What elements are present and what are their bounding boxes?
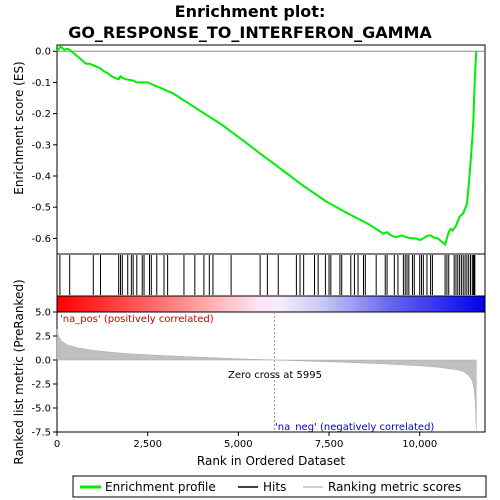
na-neg-label: 'na_neg' (negatively correlated) <box>275 422 434 433</box>
metric-y-tick-label: 2.5 <box>35 332 51 343</box>
hits-panel-frame <box>56 253 486 297</box>
metric-y-tick-label: -2.5 <box>31 380 51 391</box>
x-tick-label: 5,000 <box>224 439 253 450</box>
x-tick-label: 7,500 <box>315 439 344 450</box>
metric-y-axis-title: Ranked list metric (PreRanked) <box>12 279 26 464</box>
es-y-tick-label: -0.1 <box>31 78 51 89</box>
enrichment-profile-line <box>56 45 478 247</box>
es-y-axis-title: Enrichment score (ES) <box>12 61 26 194</box>
x-tick-label: 2,500 <box>133 439 162 450</box>
es-y-tick-label: 0.0 <box>35 47 51 58</box>
chart-title: Enrichment plot: <box>175 2 326 21</box>
metric-x-axis: 0 2,500 5,000 7,500 10,000 <box>54 432 437 450</box>
metric-y-tick-label: 0.0 <box>35 356 51 367</box>
zero-cross-label: Zero cross at 5995 <box>228 370 322 381</box>
hits-panel <box>56 253 486 297</box>
x-tick-label: 10,000 <box>402 439 437 450</box>
legend: Enrichment profile Hits Ranking metric s… <box>72 475 487 498</box>
es-y-tick-label: -0.6 <box>31 234 51 245</box>
es-panel: 0.0 -0.1 -0.2 -0.3 -0.4 -0.5 -0.6 Enrichment s… <box>12 44 486 255</box>
es-y-tick-label: -0.5 <box>31 203 51 214</box>
legend-profile-label: Enrichment profile <box>105 480 216 494</box>
es-y-tick-label: -0.3 <box>31 140 51 151</box>
es-y-tick-label: -0.2 <box>31 109 51 120</box>
x-tick-label: 0 <box>54 439 60 450</box>
hit-ticks <box>59 255 476 295</box>
metric-panel-frame <box>56 311 486 433</box>
metric-y-tick-label: -7.5 <box>31 428 51 439</box>
es-y-tick-label: -0.4 <box>31 172 51 183</box>
legend-metric-label: Ranking metric scores <box>328 480 461 494</box>
legend-hits-label: Hits <box>263 480 286 494</box>
rank-color-bar <box>56 295 486 313</box>
x-axis-title: Rank in Ordered Dataset <box>197 454 345 468</box>
chart-subtitle: GO_RESPONSE_TO_INTERFERON_GAMMA <box>68 23 432 42</box>
na-pos-label: 'na_pos' (positively correlated) <box>60 314 214 325</box>
metric-y-tick-label: -5.0 <box>31 404 51 415</box>
metric-y-tick-label: 5.0 <box>35 308 51 319</box>
rank-color-gradient <box>56 295 486 313</box>
metric-panel: 5.0 2.5 0.0 -2.5 -5.0 -7.5 0 2,500 5,000 7,500 10… <box>12 279 486 468</box>
ranking-metric-area <box>56 329 477 431</box>
es-y-axis: 0.0 -0.1 -0.2 -0.3 -0.4 -0.5 -0.6 <box>31 47 57 245</box>
legend-box <box>72 475 487 498</box>
metric-y-axis: 5.0 2.5 0.0 -2.5 -5.0 -7.5 <box>31 308 57 439</box>
